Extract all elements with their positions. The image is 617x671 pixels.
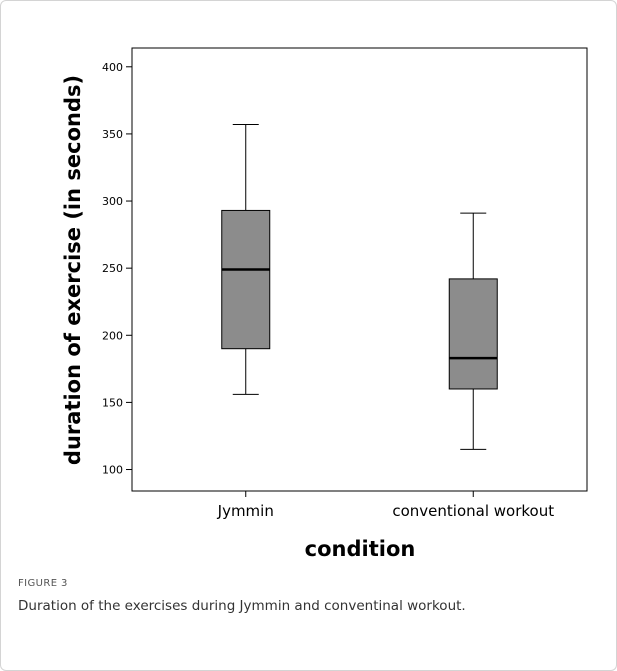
y-axis: 100 150 200 250 300 350 400 [102, 61, 132, 477]
y-tick-label: 250 [102, 262, 123, 275]
y-axis-title: duration of exercise (in seconds) [61, 75, 85, 465]
y-tick-label: 150 [102, 396, 123, 409]
x-tick-label: conventional workout [392, 502, 554, 520]
box-plot-chart: 100 150 200 250 300 350 400 Jymmin conventional… [61, 47, 588, 561]
iqr-box [448, 278, 498, 390]
y-tick-label: 200 [102, 329, 123, 342]
box-jymmin [221, 124, 271, 395]
figure-caption: Duration of the exercises during Jymmin … [18, 598, 466, 614]
figure-label: FIGURE 3 [18, 578, 68, 589]
x-axis: Jymmin conventional workout [217, 491, 554, 520]
x-tick-label: Jymmin [217, 502, 274, 520]
x-axis-title: condition [305, 537, 416, 561]
iqr-box [221, 209, 271, 350]
y-tick-label: 300 [102, 195, 123, 208]
boxes [221, 124, 498, 450]
y-tick-label: 100 [102, 464, 123, 477]
plot-area [131, 47, 588, 492]
box-conventional-workout [448, 212, 498, 450]
y-tick-label: 350 [102, 128, 123, 141]
y-tick-label: 400 [102, 61, 123, 74]
